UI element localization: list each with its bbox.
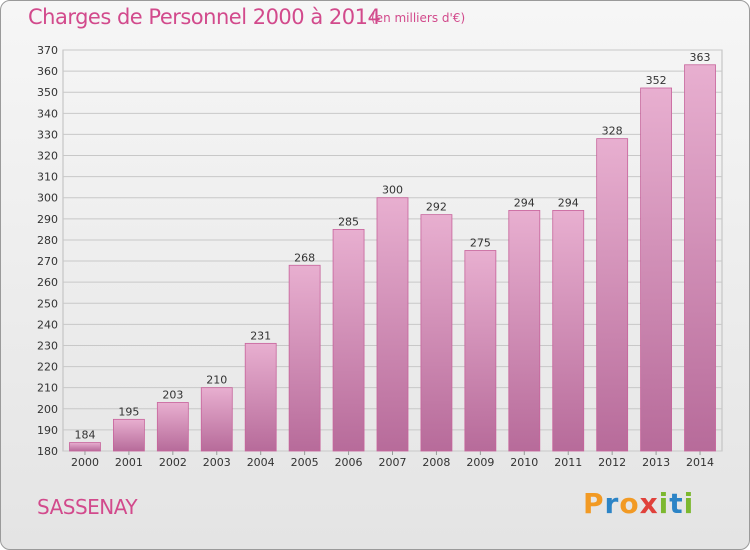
x-tick-label-2014: 2014 xyxy=(686,456,714,469)
chart-subtitle: (en milliers d'€) xyxy=(371,11,466,25)
x-tick-label-2011: 2011 xyxy=(554,456,582,469)
y-tick-label: 180 xyxy=(37,445,58,458)
y-tick-label: 320 xyxy=(37,150,58,163)
logo-letter: t xyxy=(669,487,684,520)
commune-name: SASSENAY xyxy=(37,495,138,519)
bar-2007 xyxy=(376,197,409,452)
x-tick-label-2012: 2012 xyxy=(598,456,626,469)
y-tick-label: 260 xyxy=(37,276,58,289)
logo-letter: i xyxy=(683,487,695,520)
y-tick-label: 220 xyxy=(37,361,58,374)
x-tick-label-2007: 2007 xyxy=(379,456,407,469)
bar-2005 xyxy=(288,264,321,452)
logo-letter: P xyxy=(583,487,605,520)
bar-2001 xyxy=(113,418,145,452)
bar-2006 xyxy=(332,228,365,452)
chart-title: Charges de Personnel 2000 à 2014 xyxy=(28,5,381,29)
y-tick-label: 210 xyxy=(37,382,58,395)
y-tick-label: 340 xyxy=(37,107,58,120)
bar-2013 xyxy=(640,87,672,452)
bar-2003 xyxy=(200,387,233,452)
value-label-2013: 352 xyxy=(646,74,667,87)
bar-chart: 180 190 200 210 220 230 240 250 260 270 280 290 300 3… xyxy=(37,44,723,469)
x-tick-label-2006: 2006 xyxy=(335,456,363,469)
proxiti-logo: Proxiti xyxy=(583,487,694,520)
value-label-2008: 292 xyxy=(426,201,447,214)
value-label-2011: 294 xyxy=(558,196,579,209)
bar-2010 xyxy=(508,209,541,452)
value-label-2009: 275 xyxy=(470,237,491,250)
y-axis: 180 190 200 210 220 230 240 250 260 270 280 290 300 3… xyxy=(37,44,58,458)
value-label-2004: 231 xyxy=(250,329,271,342)
value-label-2006: 285 xyxy=(338,215,359,228)
x-tick-label-2010: 2010 xyxy=(510,456,538,469)
bar-2002 xyxy=(156,402,189,452)
y-tick-label: 350 xyxy=(37,86,58,99)
logo-letter: i xyxy=(658,487,670,520)
value-label-2012: 328 xyxy=(602,125,623,138)
value-label-2002: 203 xyxy=(162,388,183,401)
x-tick-label-2004: 2004 xyxy=(247,456,275,469)
x-tick-label-2008: 2008 xyxy=(422,456,450,469)
bar-2000 xyxy=(69,442,101,452)
value-label-2003: 210 xyxy=(206,374,227,387)
x-tick-label-2003: 2003 xyxy=(203,456,231,469)
y-tick-label: 370 xyxy=(37,44,58,57)
y-tick-label: 310 xyxy=(37,171,58,184)
y-tick-label: 280 xyxy=(37,234,58,247)
y-tick-label: 230 xyxy=(37,339,58,352)
y-tick-label: 200 xyxy=(37,403,58,416)
value-label-2005: 268 xyxy=(294,251,315,264)
value-label-2010: 294 xyxy=(514,196,535,209)
x-tick-label-2000: 2000 xyxy=(71,456,99,469)
y-tick-label: 240 xyxy=(37,318,58,331)
bar-2011 xyxy=(552,209,585,452)
bar-2008 xyxy=(420,214,453,452)
bar-2004 xyxy=(244,342,277,452)
bar-2009 xyxy=(464,250,497,452)
y-tick-label: 270 xyxy=(37,255,58,268)
logo-letter: o xyxy=(619,487,640,520)
x-tick-label-2013: 2013 xyxy=(642,456,670,469)
value-label-2007: 300 xyxy=(382,184,403,197)
y-tick-label: 250 xyxy=(37,297,58,310)
y-tick-label: 360 xyxy=(37,65,58,78)
value-label-2000: 184 xyxy=(74,429,95,442)
value-label-2014: 363 xyxy=(690,51,711,64)
bar-2012 xyxy=(596,138,629,452)
y-tick-label: 290 xyxy=(37,213,58,226)
bar-2014 xyxy=(684,64,716,452)
y-tick-label: 190 xyxy=(37,424,58,437)
x-tick-label-2005: 2005 xyxy=(291,456,319,469)
x-axis: 2000 2001 2002 2003 2004 2005 2006 2007 2008 2009… xyxy=(71,451,714,469)
x-tick-label-2009: 2009 xyxy=(466,456,494,469)
logo-letter: x xyxy=(639,487,659,520)
logo-letter: r xyxy=(604,487,620,520)
value-label-2001: 195 xyxy=(118,405,139,418)
bars: 184 195 203 210 231 268 285 300 292 275 294 294 328 3… xyxy=(69,51,716,452)
y-tick-label: 300 xyxy=(37,192,58,205)
x-tick-label-2001: 2001 xyxy=(115,456,143,469)
x-tick-label-2002: 2002 xyxy=(159,456,187,469)
y-tick-label: 330 xyxy=(37,128,58,141)
